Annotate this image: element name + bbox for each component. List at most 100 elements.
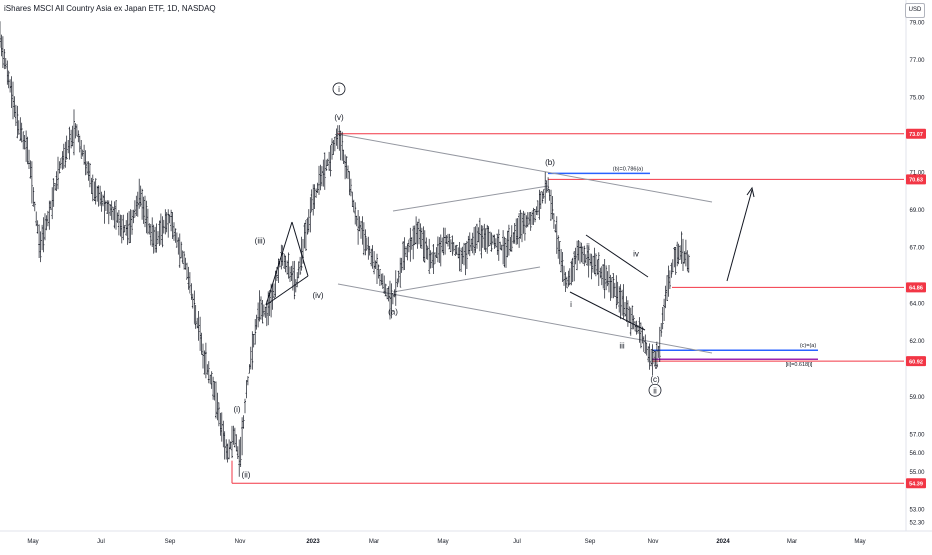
price-bar: [77, 130, 80, 143]
level-price-label: 54.39: [909, 481, 923, 487]
price-bar: [493, 234, 496, 249]
price-bar: [576, 240, 579, 271]
price-bar: [115, 200, 117, 230]
price-bar: [368, 245, 371, 256]
wave-label: (iii): [255, 237, 266, 246]
price-bar: [200, 332, 203, 355]
price-bar: [641, 326, 644, 344]
price-bar: [251, 331, 254, 370]
price-bar: [26, 136, 29, 165]
price-bar: [315, 188, 318, 198]
price-bar: [425, 237, 428, 260]
price-bar: [38, 224, 41, 258]
price-bar: [644, 334, 647, 354]
price-bar: [296, 272, 299, 288]
price-bar: [432, 244, 435, 274]
price-bar: [277, 258, 280, 283]
price-bar: [407, 239, 410, 253]
price-bar: [0, 21, 1, 48]
trend-line[interactable]: [392, 185, 549, 212]
wave-label: iv: [633, 250, 639, 259]
trend-line[interactable]: [392, 266, 541, 293]
price-bar: [544, 171, 547, 204]
price-bar: [551, 196, 554, 220]
y-tick-label: 69.00: [909, 208, 925, 214]
wave-label: i: [570, 300, 572, 309]
price-bar: [145, 200, 148, 234]
price-bar: [639, 322, 642, 349]
currency-label[interactable]: USD: [905, 3, 925, 18]
price-bar: [538, 189, 541, 220]
price-bar: [313, 184, 316, 209]
price-bar: [309, 197, 312, 233]
wedge-line[interactable]: [291, 221, 309, 277]
price-bar: [349, 178, 352, 197]
price-bar: [683, 251, 686, 264]
price-bar: [541, 191, 544, 204]
price-bar: [494, 238, 497, 248]
price-bar: [654, 350, 657, 366]
price-bar: [139, 185, 142, 207]
price-bar: [512, 232, 515, 244]
wave-label: (i): [233, 405, 240, 414]
price-bar: [174, 228, 177, 243]
price-bar: [457, 247, 460, 259]
price-bar: [261, 300, 264, 324]
trend-line[interactable]: [337, 283, 713, 354]
level-price-badge: [906, 174, 926, 185]
price-bar: [568, 268, 571, 286]
wave-label: i: [338, 85, 340, 94]
price-bar: [212, 376, 215, 400]
price-bar: [515, 218, 518, 245]
price-bar: [347, 165, 349, 180]
price-bar: [477, 227, 480, 243]
price-bar: [338, 125, 341, 151]
price-bar: [75, 124, 78, 137]
price-bar: [650, 349, 653, 367]
price-bar: [84, 150, 87, 176]
price-bar: [426, 246, 429, 260]
price-bar: [23, 135, 26, 150]
price-bar: [584, 254, 587, 264]
price-bar: [416, 221, 419, 249]
price-bar: [506, 230, 509, 258]
projection-arrow[interactable]: [726, 189, 753, 282]
price-bar: [25, 130, 28, 162]
price-bar: [249, 346, 252, 370]
price-bar: [686, 250, 689, 272]
wedge-line[interactable]: [265, 221, 293, 306]
price-bar: [113, 201, 116, 229]
fib-label: (c)=(a): [800, 343, 817, 349]
price-bar: [449, 239, 452, 252]
wave-label-circle: [648, 383, 662, 397]
price-bar: [580, 242, 583, 263]
price-bar: [271, 284, 274, 310]
price-bar: [248, 364, 251, 374]
price-bar: [600, 266, 603, 286]
price-bar: [403, 237, 406, 270]
x-tick-label: May: [27, 539, 38, 545]
wave-label: (ii): [242, 470, 251, 479]
price-bar: [164, 209, 167, 235]
price-bar: [223, 431, 226, 460]
price-bar: [136, 191, 139, 217]
trend-line[interactable]: [336, 133, 713, 203]
price-bar: [207, 361, 210, 384]
price-bar: [222, 420, 225, 448]
price-bar: [178, 233, 181, 268]
price-bar: [226, 443, 229, 463]
price-bar: [603, 259, 606, 299]
y-tick-label: 57.00: [909, 432, 925, 438]
price-bar: [135, 195, 138, 216]
price-bar: [354, 202, 357, 225]
price-bar: [20, 122, 23, 143]
wedge-line[interactable]: [585, 234, 649, 278]
level-price-label: 60.92: [909, 359, 923, 365]
price-bar: [682, 238, 684, 271]
price-bar: [151, 217, 154, 247]
wedge-line[interactable]: [265, 275, 309, 306]
price-bar: [71, 125, 74, 147]
price-bar: [293, 260, 296, 300]
